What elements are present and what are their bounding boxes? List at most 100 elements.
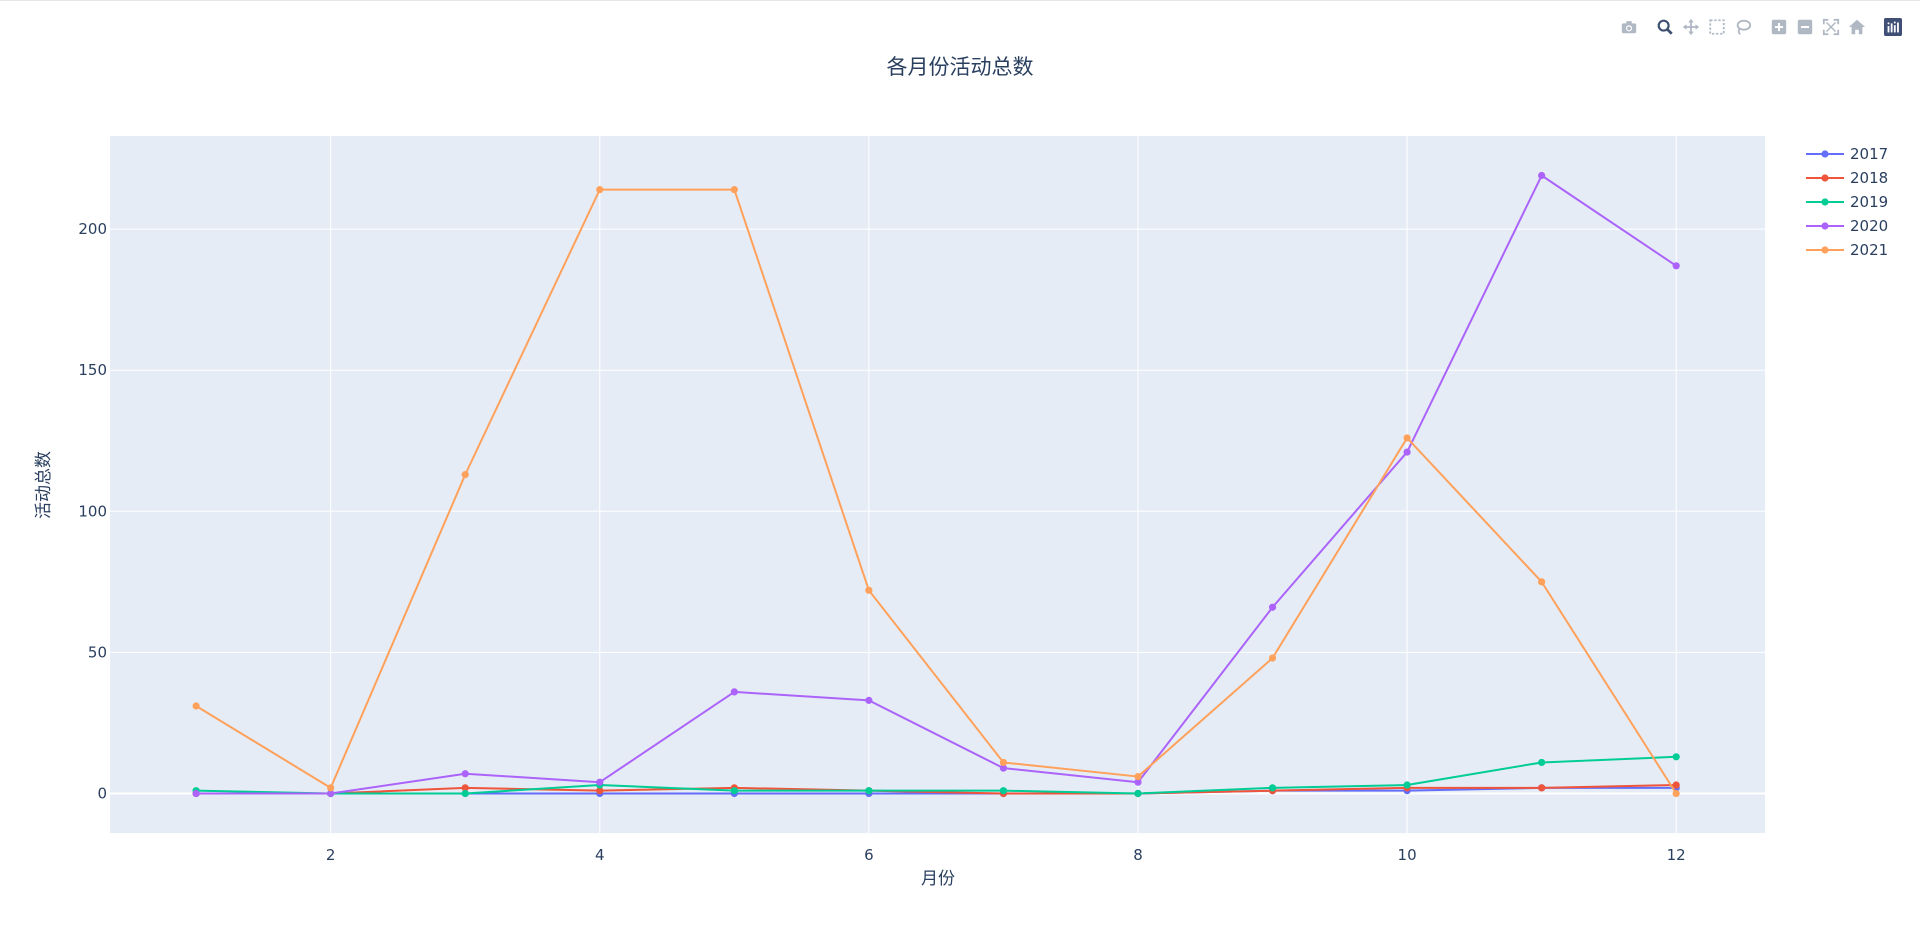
legend-item-2019[interactable]: 2019 — [1806, 193, 1888, 211]
y-tick-label: 150 — [78, 361, 107, 379]
data-point[interactable] — [596, 778, 604, 786]
legend-marker — [1821, 174, 1829, 182]
x-tick-label: 4 — [595, 846, 605, 864]
data-point[interactable] — [596, 787, 604, 795]
x-tick-label: 8 — [1133, 846, 1143, 864]
legend-marker — [1821, 150, 1829, 158]
series-2021[interactable] — [192, 186, 1680, 798]
series-line-2018 — [196, 784, 1677, 795]
data-point[interactable] — [1538, 171, 1546, 180]
y-tick-label: 0 — [97, 784, 107, 802]
data-point[interactable] — [1672, 781, 1680, 789]
x-tick-label: 10 — [1398, 846, 1417, 864]
data-point[interactable] — [1403, 448, 1411, 456]
legend-label: 2017 — [1850, 145, 1888, 163]
autoscale-button[interactable] — [1818, 14, 1844, 40]
data-point[interactable] — [596, 186, 604, 194]
zoom-in-button[interactable] — [1766, 14, 1792, 40]
legend-label: 2018 — [1850, 169, 1888, 187]
data-point[interactable] — [1268, 784, 1277, 792]
data-point[interactable] — [1538, 784, 1546, 792]
zoom-out-icon — [1797, 19, 1813, 35]
y-tick-label: 50 — [88, 643, 107, 661]
legend-marker — [1821, 246, 1829, 254]
data-point[interactable] — [999, 764, 1008, 772]
data-point[interactable] — [1538, 578, 1546, 586]
legend-item-2017[interactable]: 2017 — [1806, 145, 1888, 163]
legend-marker — [1821, 198, 1829, 206]
data-point[interactable] — [1672, 789, 1680, 798]
legend-item-2021[interactable]: 2021 — [1806, 241, 1888, 259]
zoom-icon — [1657, 19, 1673, 35]
data-point[interactable] — [1268, 654, 1277, 662]
data-point[interactable] — [865, 586, 873, 594]
pan-icon — [1682, 18, 1700, 36]
data-point[interactable] — [1134, 772, 1142, 781]
data-point[interactable] — [327, 789, 335, 798]
top-border — [0, 0, 1920, 1]
data-point[interactable] — [1672, 753, 1680, 761]
series-lines — [192, 171, 1680, 798]
legend: 2017 2018 2019 2020 2021 — [1806, 145, 1888, 259]
lasso-select-icon — [1736, 19, 1752, 35]
plot-area[interactable] — [110, 136, 1765, 833]
plotly-logo-icon — [1884, 18, 1902, 36]
legend-label: 2020 — [1850, 217, 1888, 235]
data-point[interactable] — [192, 789, 200, 798]
pan-button[interactable] — [1678, 14, 1704, 40]
zoom-button[interactable] — [1652, 14, 1678, 40]
legend-label: 2021 — [1850, 241, 1888, 259]
y-axis-label: 活动总数 — [34, 451, 54, 519]
data-point[interactable] — [730, 186, 738, 194]
camera-icon — [1621, 21, 1637, 34]
legend-item-2018[interactable]: 2018 — [1806, 169, 1888, 187]
box-select-icon — [1709, 19, 1725, 35]
lasso-select-button[interactable] — [1730, 14, 1756, 40]
reset-axes-button[interactable] — [1844, 14, 1870, 40]
data-point[interactable] — [1403, 434, 1411, 442]
series-line-2021 — [195, 188, 1678, 795]
data-point[interactable] — [730, 688, 738, 696]
x-axis-label: 月份 — [921, 869, 955, 889]
zoom-in-icon — [1771, 19, 1787, 35]
data-point[interactable] — [461, 784, 469, 792]
data-point[interactable] — [461, 789, 469, 798]
series-2020[interactable] — [192, 171, 1680, 798]
data-point[interactable] — [192, 702, 200, 710]
legend-item-2020[interactable]: 2020 — [1806, 217, 1888, 235]
data-point[interactable] — [865, 787, 873, 795]
legend-marker — [1821, 222, 1829, 230]
autoscale-icon — [1822, 18, 1840, 36]
data-point[interactable] — [1134, 789, 1142, 798]
data-point[interactable] — [327, 784, 335, 792]
y-tick-label: 200 — [78, 220, 107, 238]
box-select-button[interactable] — [1704, 14, 1730, 40]
modebar-group-zoom — [1766, 14, 1870, 40]
x-tick-label: 2 — [326, 846, 336, 864]
data-point[interactable] — [461, 770, 469, 778]
data-point[interactable] — [1672, 262, 1680, 270]
data-point[interactable] — [999, 758, 1008, 767]
data-point[interactable] — [1134, 778, 1142, 786]
x-tick-label: 6 — [864, 846, 874, 864]
modebar-group-logo — [1880, 14, 1906, 40]
data-point[interactable] — [865, 696, 873, 704]
data-point[interactable] — [1538, 758, 1546, 767]
data-point[interactable] — [461, 471, 469, 479]
plotly-logo-button[interactable] — [1880, 14, 1906, 40]
data-point[interactable] — [999, 787, 1008, 795]
modebar-group-export — [1616, 14, 1642, 40]
zoom-out-button[interactable] — [1792, 14, 1818, 40]
series-line-2020 — [196, 174, 1677, 795]
data-point[interactable] — [1403, 781, 1411, 789]
legend-label: 2019 — [1850, 193, 1888, 211]
modebar-group-drag — [1652, 14, 1756, 40]
x-tick-label: 12 — [1667, 846, 1686, 864]
tick-labels: 2 4 6 8 10 12 0 50 100 150 200 — [78, 220, 1685, 864]
series-line-2019 — [196, 755, 1677, 795]
data-point[interactable] — [1268, 603, 1277, 611]
data-point[interactable] — [730, 787, 738, 795]
chart-title: 各月份活动总数 — [887, 55, 1034, 79]
camera-button[interactable] — [1616, 14, 1642, 40]
